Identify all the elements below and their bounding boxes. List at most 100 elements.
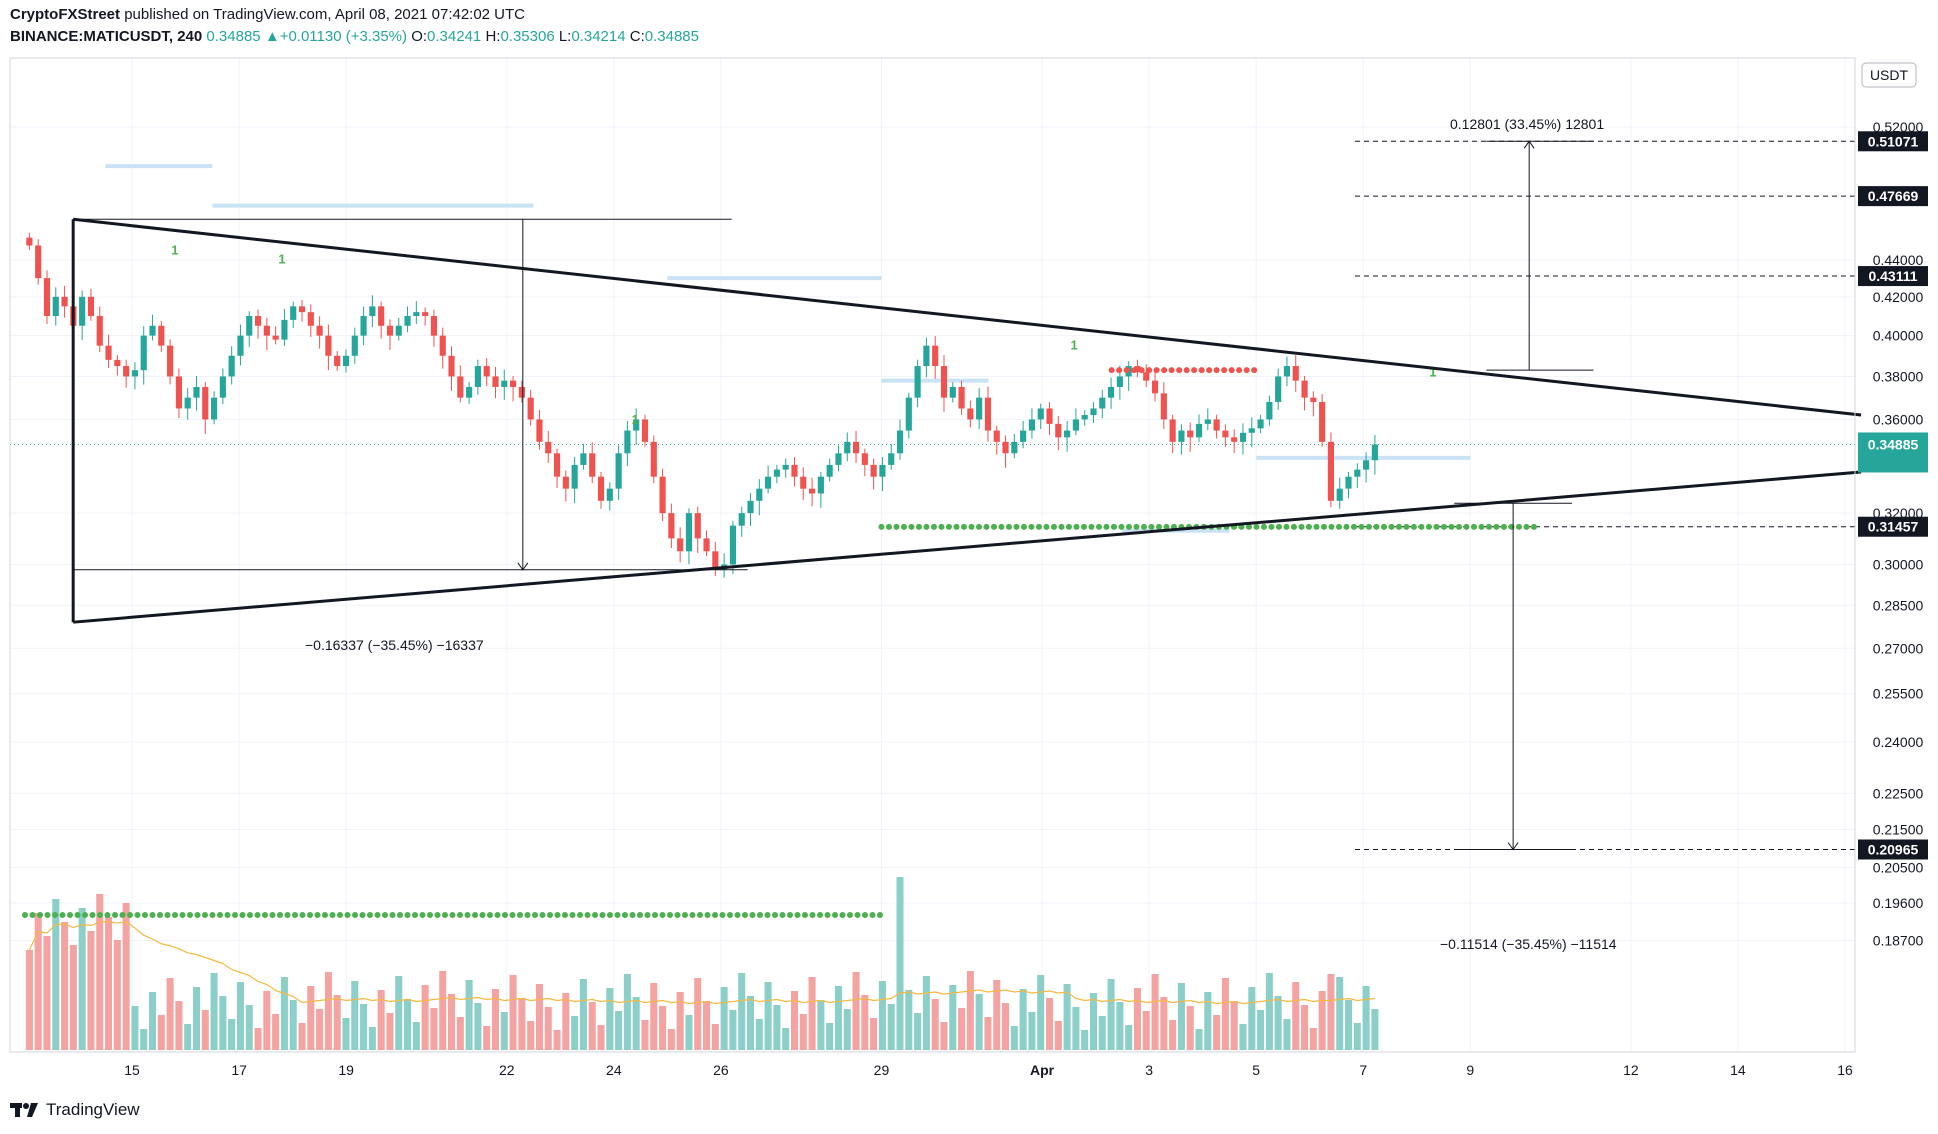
volume-bar [140,1029,148,1050]
volume-bar [368,1027,376,1050]
signal-label: 1 [171,242,178,257]
volume-dot [262,912,268,918]
x-tick-label: 15 [124,1062,140,1078]
y-tick-label: 0.40000 [1873,328,1924,344]
volume-bar [509,975,517,1050]
volume-bar [1327,974,1335,1050]
support-dot [1320,523,1327,530]
candle-body [448,355,455,377]
candle-body [844,441,851,454]
y-tick-label: 0.30000 [1873,556,1924,572]
candle-body [290,306,297,320]
candle-body [492,376,499,387]
candle-body [1134,366,1141,373]
volume-dot [134,912,141,918]
volume-bar [483,1026,491,1050]
volume-bar [316,1009,324,1050]
volume-bar [641,1020,649,1050]
candle-body [1002,441,1009,454]
volume-bar [650,983,658,1050]
volume-bar [1142,1011,1150,1050]
candle-body [1011,441,1018,454]
support-dot [1388,523,1395,530]
close-value: 0.34885 [644,28,699,45]
candle-body [624,430,631,454]
volume-bar [623,974,631,1050]
volume-bar [456,1017,464,1050]
x-tick-label: 12 [1623,1062,1639,1078]
candle-body [1257,419,1264,429]
volume-bar [34,913,42,1050]
volume-dot [232,912,238,918]
x-tick-label: 26 [713,1062,729,1078]
axes: 0.52000 0.44000 0.42000 0.40000 0.38000 0.360… [9,57,1928,1078]
volume-dot [659,912,666,918]
candlesticks [26,232,1378,578]
volume-bar [96,894,104,1050]
volume-bar [606,988,614,1050]
volume-bar [474,1003,482,1050]
volume-bar [896,877,904,1050]
volume-dot [322,912,328,918]
candle-body [958,386,965,409]
candle-body [1239,432,1247,442]
publisher-name[interactable]: CryptoFXStreet [10,6,121,23]
resistance-dot [1116,367,1123,374]
tradingview-logo-icon[interactable] [10,1101,40,1119]
candle-body [1143,372,1150,381]
volume-dot [847,912,853,918]
candle-body [369,306,376,316]
resistance-dot [1236,367,1243,374]
price-tag [1858,839,1928,860]
currency-button[interactable] [1861,62,1917,88]
candle-body [360,315,367,336]
candle-body [650,441,657,477]
support-dot [1373,523,1380,530]
volume-dot [292,912,298,918]
signal-label: 1 [278,251,285,266]
volume-bar [729,1010,737,1050]
candle-body [1310,397,1317,402]
support-dot [1035,523,1042,530]
volume-bar [1037,975,1045,1050]
candle-body [79,296,86,326]
candle-body [466,386,473,398]
candle-body [149,325,156,336]
candle-body [633,419,640,431]
volume-dot [359,912,366,918]
volume-bar [615,1011,623,1050]
volume-bar [799,1014,807,1050]
volume-bar [773,1005,781,1050]
candle-body [1231,437,1238,442]
price-tag [1858,186,1928,207]
support-dot [1275,523,1282,530]
volume-dot [352,912,358,918]
resistance-dot [1221,367,1228,374]
volume-dot [89,912,96,918]
resistance-dot [1138,367,1145,374]
symbol-name[interactable]: BINANCE:MATICUSDT, 240 [10,28,203,45]
volume-bar [1098,1016,1106,1050]
volume-bar [465,980,473,1050]
volume-bar [1344,1000,1353,1050]
last-price-tag [1858,432,1928,473]
price-tag-label: 0.51071 [1868,133,1919,149]
volume-bar [720,987,728,1050]
triangle-upper-line [73,217,1862,417]
volume-bar [949,985,957,1050]
support-dot [1425,523,1432,530]
volume-dot [532,912,538,918]
resistance-dot [1206,367,1213,374]
volume-bars [25,877,1379,1050]
volume-bar [703,1001,711,1050]
price-tag-label: 0.47669 [1868,188,1919,204]
y-tick-label: 0.38000 [1873,368,1924,384]
volume-dot [779,912,786,918]
volume-bar [843,1009,851,1050]
footer-brand[interactable]: TradingView [46,1100,140,1119]
volume-dot [67,912,73,918]
volume-dot [547,912,553,918]
last-price: 0.34885 [206,28,261,45]
candle-body [738,513,745,526]
